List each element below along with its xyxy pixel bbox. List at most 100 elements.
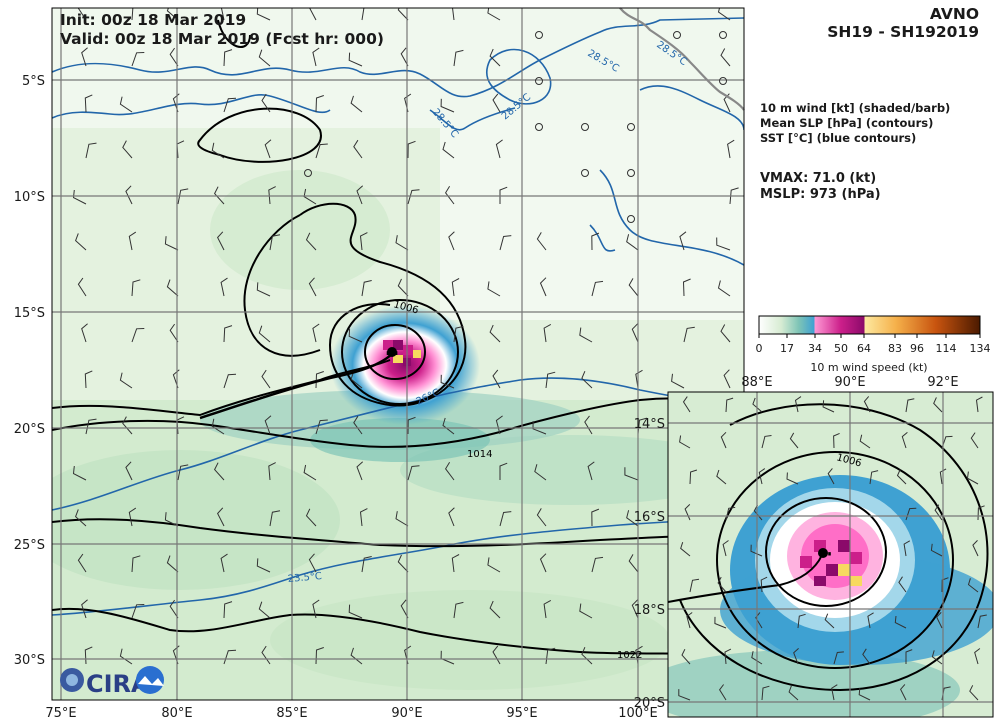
wind-barb bbox=[72, 189, 87, 205]
wind-barb bbox=[679, 435, 691, 449]
wind-barb bbox=[84, 94, 93, 113]
wind-barb bbox=[789, 432, 799, 449]
inset-lon-labels: 88°E 90°E 92°E bbox=[741, 375, 958, 390]
wind-barb bbox=[177, 464, 189, 481]
lon-label: 80°E bbox=[161, 706, 192, 721]
wind-barb bbox=[268, 462, 276, 481]
wind-barb bbox=[495, 139, 503, 159]
wind-barb bbox=[723, 369, 731, 389]
inset-lat-label: 14°S bbox=[634, 417, 665, 432]
wind-barb bbox=[489, 48, 501, 67]
colorbar-tick: 0 bbox=[756, 342, 763, 355]
wind-barb bbox=[122, 140, 133, 159]
colorbar-tick: 114 bbox=[936, 342, 957, 355]
wind-barb bbox=[223, 97, 237, 113]
sst-label: 23.5°C bbox=[287, 571, 322, 585]
wind-barb bbox=[936, 612, 943, 629]
wind-barb bbox=[131, 604, 145, 619]
wind-barb bbox=[761, 435, 772, 449]
wind-barb bbox=[682, 396, 691, 413]
lon-label: 85°E bbox=[276, 706, 307, 721]
inset-lat-labels: 14°S 16°S 18°S 20°S bbox=[634, 417, 665, 711]
wind-barb bbox=[683, 326, 695, 343]
wind-barb bbox=[256, 8, 271, 21]
lat-label: 5°S bbox=[22, 74, 45, 89]
inset-lat-label: 20°S bbox=[634, 696, 665, 711]
colorbar-tick: 83 bbox=[888, 342, 902, 355]
wind-barb bbox=[967, 578, 979, 593]
lon-label: 75°E bbox=[45, 706, 76, 721]
lon-axis-labels: 75°E 80°E 85°E 90°E 95°E 100°E bbox=[45, 706, 657, 721]
wind-barb bbox=[905, 398, 915, 413]
lat-label: 10°S bbox=[14, 190, 45, 205]
wind-barb bbox=[720, 431, 727, 449]
wind-barb bbox=[970, 432, 979, 449]
wind-barb bbox=[536, 232, 547, 251]
wind-barb bbox=[903, 540, 911, 557]
wind-barb bbox=[440, 98, 455, 113]
wind-barb bbox=[75, 509, 87, 527]
wind-barb bbox=[72, 465, 87, 481]
wind-barb bbox=[631, 599, 639, 619]
wind-barb bbox=[901, 432, 908, 449]
lat-label: 20°S bbox=[14, 422, 45, 437]
wind-barb bbox=[85, 142, 97, 159]
lat-axis-labels: 5°S 10°S 15°S 20°S 25°S 30°S bbox=[14, 74, 45, 668]
wind-barb bbox=[977, 614, 987, 629]
wind-barb bbox=[679, 231, 687, 251]
wind-barb bbox=[786, 472, 799, 485]
wind-barb bbox=[213, 462, 225, 481]
wind-barb bbox=[216, 507, 225, 527]
wind-barb bbox=[223, 325, 233, 343]
wind-shading bbox=[52, 8, 744, 700]
colorbar bbox=[758, 315, 981, 335]
wind-barb bbox=[972, 540, 979, 557]
lon-label: 95°E bbox=[506, 706, 537, 721]
wind-barb bbox=[894, 615, 907, 629]
wind-barb bbox=[859, 434, 871, 449]
wind-barb bbox=[671, 373, 685, 389]
main-gridlines bbox=[52, 8, 744, 700]
valid-time: Valid: 00z 18 Mar 2019 (Fcst hr: 000) bbox=[60, 30, 384, 48]
wind-barb bbox=[359, 232, 368, 251]
wind-barb bbox=[220, 277, 228, 297]
wind-barb bbox=[975, 396, 983, 413]
wind-barb bbox=[833, 432, 840, 449]
wind-barb bbox=[131, 52, 145, 67]
wind-barb bbox=[451, 278, 460, 297]
wind-barb bbox=[499, 511, 512, 527]
wind-barb bbox=[125, 185, 133, 205]
wind-barb bbox=[407, 416, 416, 435]
wind-barb bbox=[305, 232, 317, 251]
main-map-frame bbox=[51, 7, 745, 701]
wind-barb bbox=[536, 508, 547, 527]
mslp-value: MSLP: 973 (hPa) bbox=[760, 187, 881, 202]
wind-barb bbox=[755, 612, 763, 629]
wind-barb bbox=[827, 468, 835, 485]
wind-barb bbox=[81, 323, 88, 343]
wind-barb bbox=[312, 599, 320, 619]
wind-barb bbox=[626, 510, 639, 527]
model-name: AVNO bbox=[929, 5, 979, 23]
wind-barb bbox=[760, 576, 768, 593]
storm-center-marker bbox=[387, 347, 397, 357]
wind-barb bbox=[794, 396, 802, 413]
wind-barb bbox=[348, 604, 363, 619]
wind-barb bbox=[492, 369, 501, 389]
wind-barb bbox=[312, 323, 320, 343]
colorbar-tick: 50 bbox=[834, 342, 848, 355]
wind-barb bbox=[166, 279, 179, 297]
wind-barb bbox=[628, 278, 639, 297]
wind-barb bbox=[77, 277, 87, 297]
wind-barb bbox=[539, 553, 547, 573]
wind-barb bbox=[934, 504, 943, 521]
wind-barb bbox=[635, 369, 643, 389]
wind-barb bbox=[448, 507, 455, 527]
wind-barb bbox=[309, 8, 317, 21]
wind-barb bbox=[261, 93, 271, 113]
wind-barb bbox=[717, 8, 731, 21]
wind-barb bbox=[487, 8, 501, 21]
wind-barb bbox=[714, 616, 727, 629]
wind-barb bbox=[395, 511, 409, 527]
wind-barb bbox=[303, 188, 317, 205]
